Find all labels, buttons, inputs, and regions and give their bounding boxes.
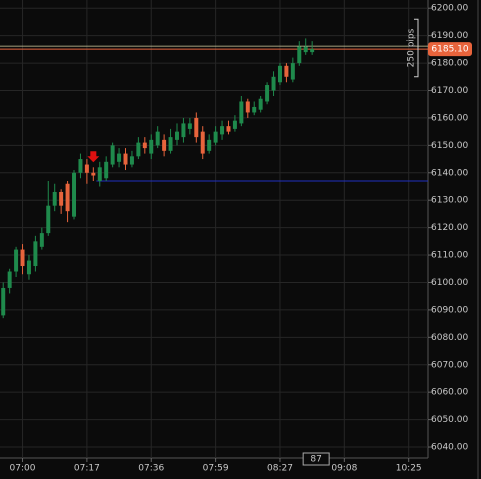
candle-body: [245, 101, 250, 113]
candle-body: [284, 65, 289, 77]
candle-body: [239, 101, 244, 124]
x-tick-label: 09:08: [331, 464, 357, 474]
y-tick-label: 6140.00: [431, 168, 468, 178]
y-tick-label: 6160.00: [431, 113, 468, 123]
candle-body: [290, 63, 295, 80]
y-tick-label: 6150.00: [431, 141, 468, 151]
candle-body: [46, 205, 51, 234]
price-tag: [428, 42, 472, 57]
candle-body: [39, 233, 44, 247]
candle-body: [213, 131, 218, 143]
y-tick-label: 6050.00: [431, 415, 468, 425]
candle-body: [65, 183, 70, 212]
candle-body: [232, 120, 237, 129]
candle-body: [97, 167, 102, 182]
candle-body: [297, 46, 302, 64]
y-tick-label: 6060.00: [431, 388, 468, 398]
candle-body: [200, 131, 205, 154]
y-tick-label: 6200.00: [431, 4, 468, 14]
candle-body: [168, 137, 173, 151]
candle-body: [1, 287, 6, 316]
pips-label: 250 pips: [407, 28, 417, 67]
candle-body: [265, 85, 270, 102]
candle-body: [149, 139, 154, 154]
candle-body: [110, 145, 115, 165]
candle-body: [252, 106, 257, 113]
y-tick-label: 6100.00: [431, 278, 468, 288]
x-tick-label: 08:27: [267, 464, 293, 474]
price-tag-label: 6185.10: [431, 45, 468, 55]
y-tick-label: 6180.00: [431, 59, 468, 69]
candle-body: [7, 271, 12, 288]
candle-body: [162, 139, 167, 151]
signal-arrow: [87, 151, 100, 163]
candle-body: [187, 123, 192, 129]
candle-body: [258, 98, 263, 110]
candle-body: [104, 161, 109, 179]
x-tick-label: 07:59: [203, 464, 229, 474]
candle-body: [220, 126, 225, 135]
candle-body: [33, 241, 38, 267]
candle-body: [142, 142, 147, 149]
candle-body: [136, 142, 141, 157]
candle-body: [174, 131, 179, 140]
y-tick-label: 6130.00: [431, 196, 468, 206]
x-tick-label: 07:17: [74, 464, 100, 474]
pips-bracket: [414, 18, 419, 78]
candle-body: [59, 191, 64, 206]
y-tick-label: 6070.00: [431, 360, 468, 370]
x-tick-label: 07:36: [138, 464, 164, 474]
y-tick-label: 6080.00: [431, 333, 468, 343]
bar-count-label: 87: [310, 455, 321, 465]
candle-body: [14, 249, 19, 272]
candle-body: [84, 164, 89, 173]
candle-body: [271, 76, 276, 91]
candle-body: [226, 126, 231, 132]
candle-body: [26, 260, 31, 275]
candle-body: [78, 159, 83, 173]
candle-body: [310, 49, 315, 53]
bar-count-box: [302, 452, 330, 466]
candle-body: [20, 249, 25, 267]
candle-body: [303, 46, 308, 53]
x-tick-label: 10:25: [396, 464, 422, 474]
x-tick-label: 07:00: [10, 464, 36, 474]
candle-body: [72, 172, 77, 217]
y-tick-label: 6170.00: [431, 86, 468, 96]
candle-body: [91, 172, 96, 176]
y-tick-label: 6110.00: [431, 251, 468, 261]
y-tick-label: 6090.00: [431, 305, 468, 315]
candle-body: [123, 153, 128, 165]
candle-body: [194, 117, 199, 138]
y-tick-label: 6040.00: [431, 443, 468, 453]
candle-body: [155, 131, 160, 146]
candle-body: [207, 139, 212, 151]
candle-body: [52, 191, 57, 206]
y-tick-label: 6120.00: [431, 223, 468, 233]
y-tick-label: 6190.00: [431, 31, 468, 41]
candle-body: [181, 123, 186, 138]
candle-body: [129, 156, 134, 165]
candle-body: [277, 65, 282, 83]
candle-body: [117, 153, 122, 162]
